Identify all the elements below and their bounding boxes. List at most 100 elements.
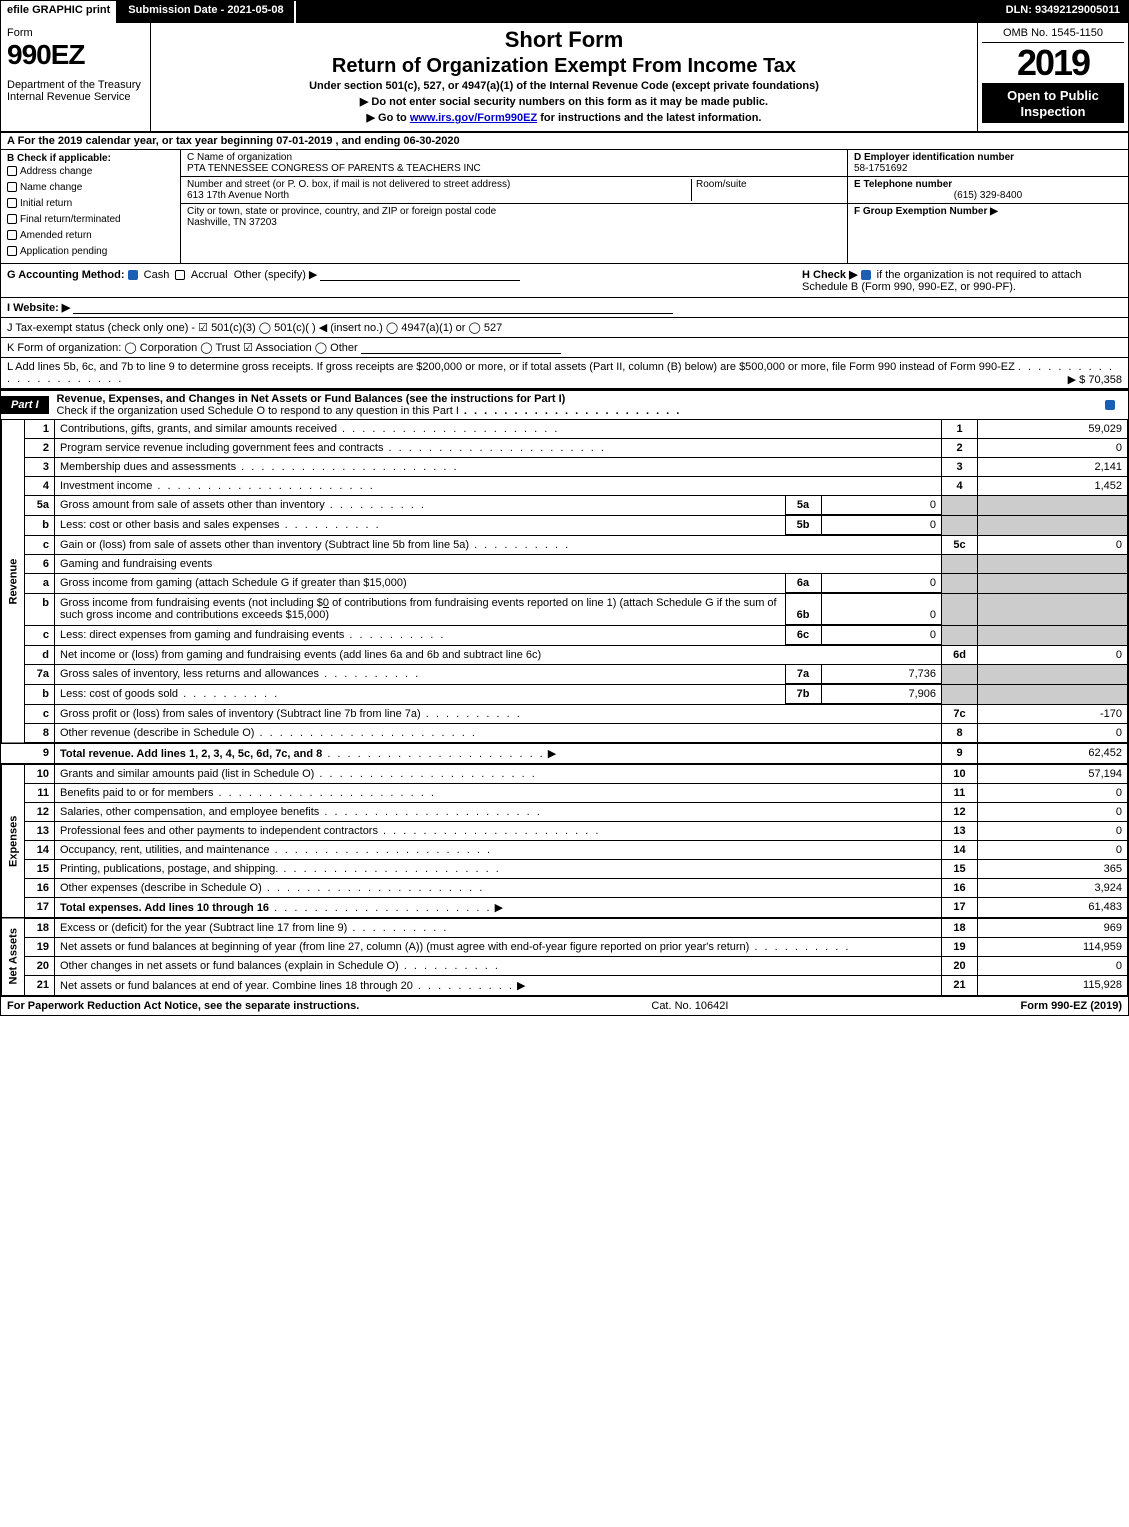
group-exemption-label: F Group Exemption Number ▶ [854,206,998,217]
line-6a-col-shade [942,574,978,594]
line-5c-col: 5c [942,536,978,555]
line-7a-subval: 7,736 [821,665,941,684]
line-3-no: 3 [25,458,55,477]
line-6b-no: b [25,594,55,626]
line-12-desc: Salaries, other compensation, and employ… [60,806,319,818]
line-l-text: L Add lines 5b, 6c, and 7b to line 9 to … [7,361,1015,373]
col-b: B Check if applicable: Address change Na… [1,150,181,263]
phone-label: E Telephone number [854,179,952,190]
line-13-no: 13 [25,821,55,840]
dln: DLN: 93492129005011 [998,1,1128,23]
irs-link[interactable]: www.irs.gov/Form990EZ [410,112,537,124]
line-14-val: 0 [978,840,1128,859]
line-2-no: 2 [25,439,55,458]
line-6d-desc: Net income or (loss) from gaming and fun… [60,649,541,661]
info-grid: B Check if applicable: Address change Na… [1,150,1128,264]
line-5a-col-shade [942,496,978,516]
form-number: 990EZ [7,39,144,71]
line-16-no: 16 [25,878,55,897]
irs-label: Internal Revenue Service [7,91,144,103]
line-11-desc: Benefits paid to or for members [60,787,213,799]
line-6-no: 6 [25,555,55,574]
line-9-val: 62,452 [978,743,1128,764]
row-i: I Website: ▶ [1,298,1128,318]
street-address: 613 17th Avenue North [187,190,289,201]
line-12-col: 12 [942,802,978,821]
line-7a-desc: Gross sales of inventory, less returns a… [60,668,319,680]
tax-exempt-status: J Tax-exempt status (check only one) - ☑… [7,322,502,334]
line-21-val: 115,928 [978,975,1128,995]
return-title: Return of Organization Exempt From Incom… [159,55,969,78]
phone-value: (615) 329-8400 [854,190,1122,201]
other-org-field[interactable] [361,342,561,354]
form-of-organization: K Form of organization: ◯ Corporation ◯ … [7,342,358,354]
website-field[interactable] [73,302,673,314]
line-14-no: 14 [25,840,55,859]
line-5a-subval: 0 [821,496,941,515]
short-form-title: Short Form [159,27,969,53]
line-12-no: 12 [25,802,55,821]
org-name: PTA TENNESSEE CONGRESS OF PARENTS & TEAC… [187,163,481,174]
dept-treasury: Department of the Treasury [7,79,144,91]
line-8-no: 8 [25,723,55,743]
line-7c-no: c [25,704,55,723]
line-6c-no: c [25,625,55,645]
col-de: D Employer identification number 58-1751… [848,150,1128,263]
line-6a-val-shade [978,574,1128,594]
line-6c-col-shade [942,625,978,645]
part-1-tag: Part I [1,396,49,414]
line-6a-no: a [25,574,55,594]
line-5b-sub: 5b [785,516,821,535]
chk-h[interactable] [861,270,871,280]
line-13-val: 0 [978,821,1128,840]
line-5b-val-shade [978,516,1128,536]
line-6d-no: d [25,645,55,664]
h-check-label: H Check ▶ [802,269,858,281]
chk-accrual[interactable] [175,270,185,280]
line-4-val: 1,452 [978,477,1128,496]
line-5c-no: c [25,536,55,555]
chk-final-return[interactable]: Final return/terminated [7,212,174,228]
line-20-desc: Other changes in net assets or fund bala… [60,960,399,972]
line-6c-subval: 0 [821,626,941,645]
expenses-sidelabel: Expenses [2,764,25,918]
line-6b-col-shade [942,594,978,626]
line-5b-no: b [25,516,55,536]
line-11-no: 11 [25,783,55,802]
line-10-val: 57,194 [978,764,1128,784]
topbar-spacer [296,1,998,23]
line-8-val: 0 [978,723,1128,743]
line-7b-subval: 7,906 [821,685,941,704]
ein-label: D Employer identification number [854,152,1014,163]
part-1-checkbox[interactable] [1105,400,1115,410]
line-19-col: 19 [942,937,978,956]
line-9-desc: Total revenue. Add lines 1, 2, 3, 4, 5c,… [60,748,322,760]
line-1-val: 59,029 [978,420,1128,439]
line-5c-desc: Gain or (loss) from sale of assets other… [60,539,469,551]
addr-label: Number and street (or P. O. box, if mail… [187,179,510,190]
chk-application-pending[interactable]: Application pending [7,244,174,260]
chk-name-change[interactable]: Name change [7,180,174,196]
chk-amended-return[interactable]: Amended return [7,228,174,244]
line-10-no: 10 [25,764,55,784]
line-5b-col-shade [942,516,978,536]
chk-cash[interactable] [128,270,138,280]
line-8-col: 8 [942,723,978,743]
line-6c-sub: 6c [785,626,821,645]
line-2-desc: Program service revenue including govern… [60,442,383,454]
line-5c-val: 0 [978,536,1128,555]
line-5a-no: 5a [25,496,55,516]
line-21-col: 21 [942,975,978,995]
line-2-col: 2 [942,439,978,458]
chk-initial-return[interactable]: Initial return [7,196,174,212]
cat-number: Cat. No. 10642I [359,1000,1020,1012]
accounting-method-label: G Accounting Method: [7,269,125,281]
line-6b-subval: 0 [821,594,941,624]
line-18-val: 969 [978,918,1128,938]
chk-address-change[interactable]: Address change [7,164,174,180]
line-6a-desc: Gross income from gaming (attach Schedul… [60,577,407,589]
line-6b-val-shade [978,594,1128,626]
goto-instructions: ▶ Go to www.irs.gov/Form990EZ for instru… [159,111,969,124]
line-15-val: 365 [978,859,1128,878]
other-specify-field[interactable] [320,269,520,281]
